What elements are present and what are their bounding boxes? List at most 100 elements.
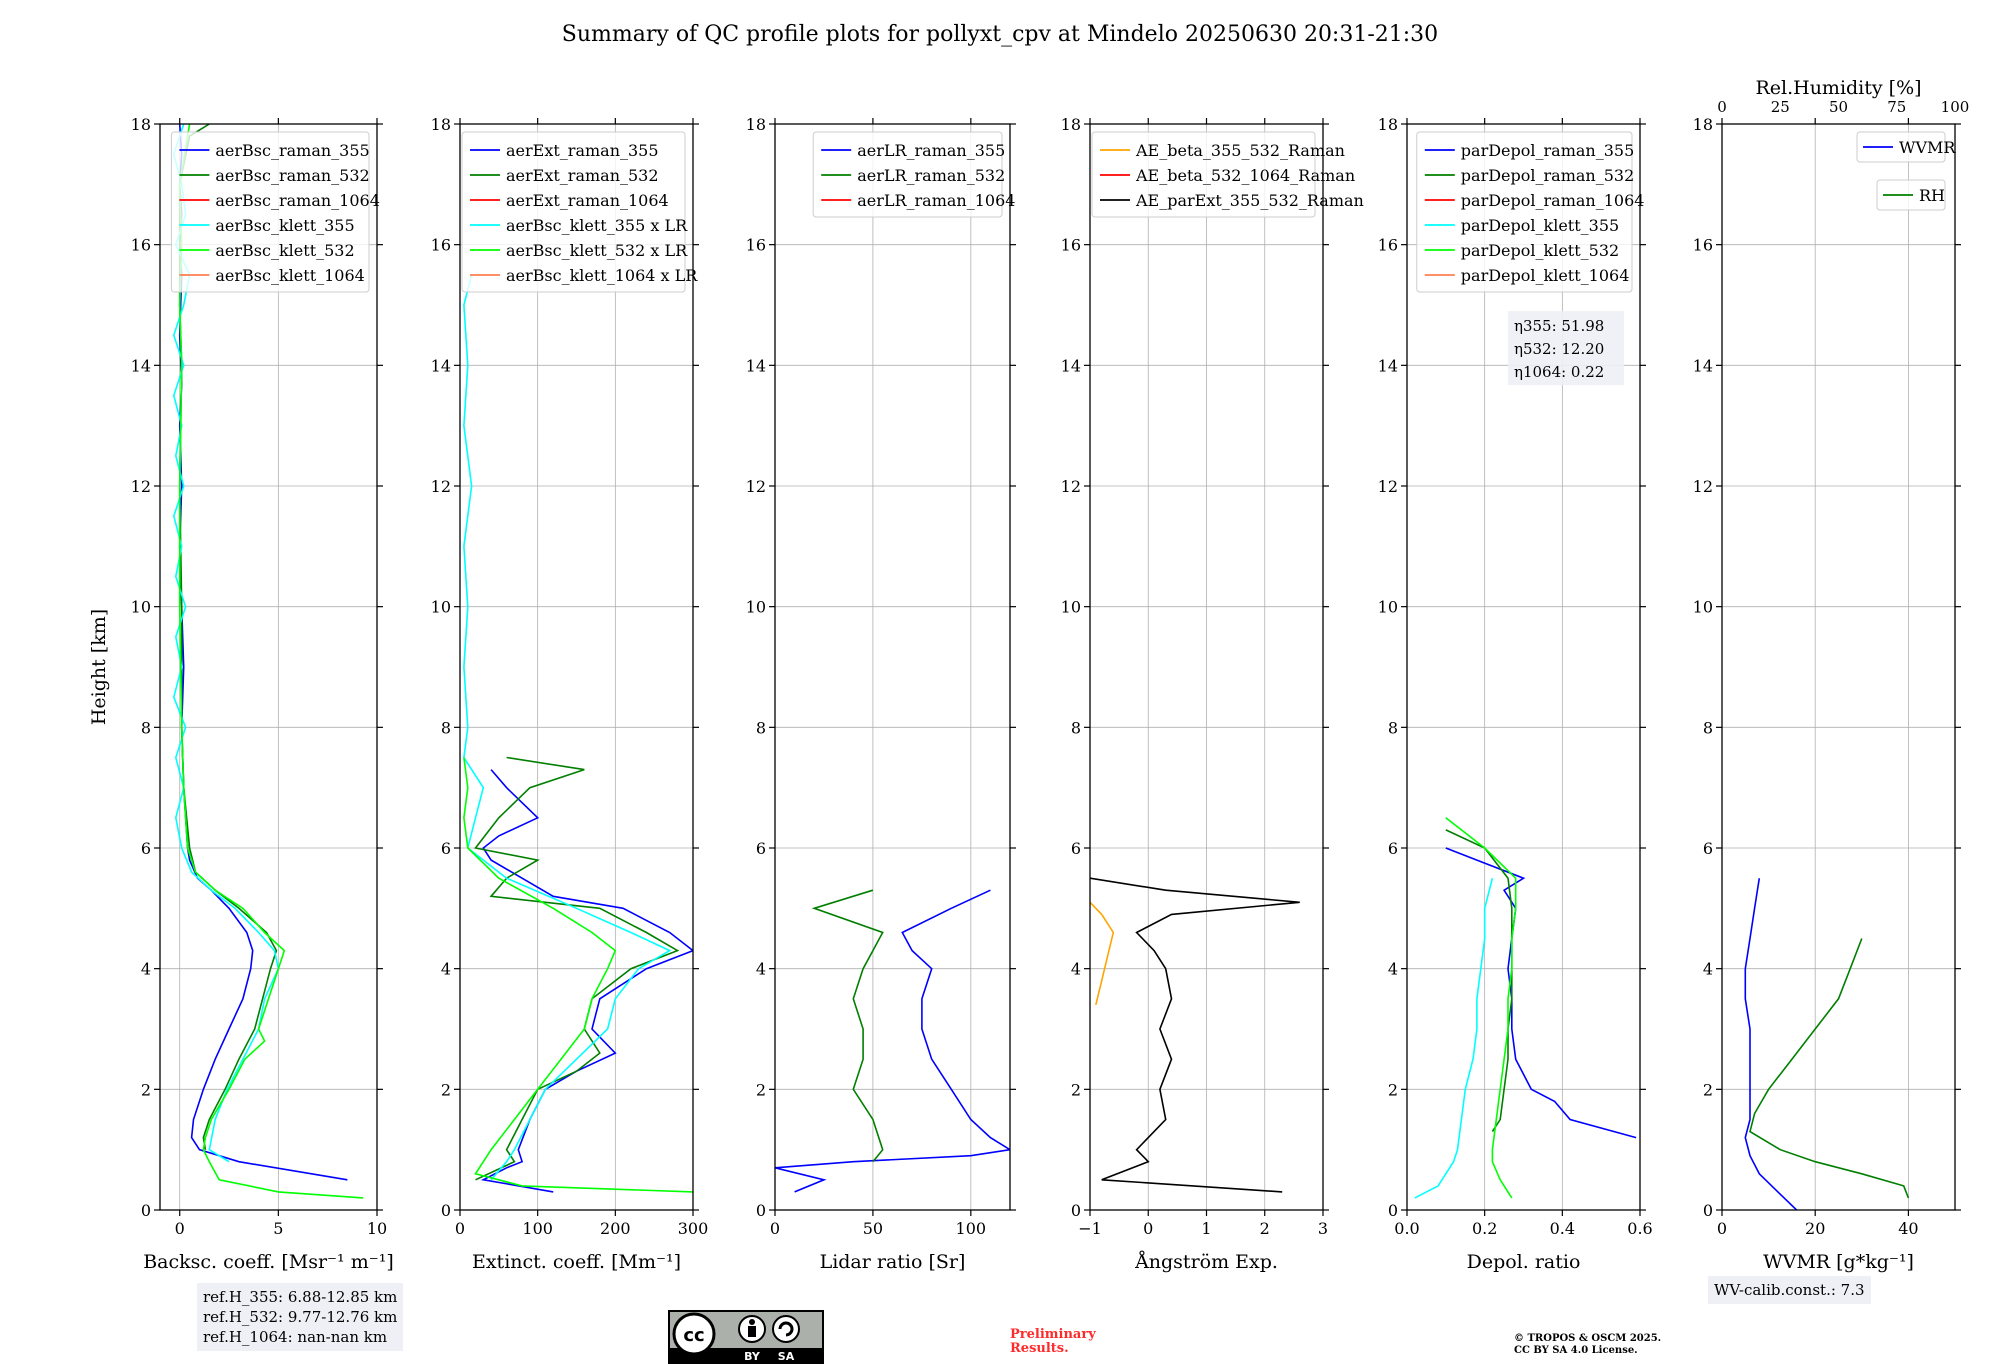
legend-label: aerBsc_klett_532	[215, 241, 354, 260]
legend-box	[170, 131, 370, 293]
series-line-aerlr-raman-355	[775, 889, 1010, 1193]
y-tick-label: 6	[1388, 839, 1398, 858]
y-tick-label: 8	[141, 718, 151, 737]
legend-label: aerBsc_raman_355	[215, 141, 369, 160]
x-tick-label: −1	[1078, 1219, 1102, 1238]
y-tick-label: 2	[441, 1080, 451, 1099]
annotation-eta: η355: 51.98	[1514, 317, 1604, 335]
x-axis-label: Lidar ratio [Sr]	[820, 1251, 966, 1273]
x-axis-label: Ångström Exp.	[1134, 1251, 1278, 1273]
y-tick-label: 16	[746, 236, 766, 255]
x-tick-label: 100	[956, 1219, 987, 1238]
legend-label: aerLR_raman_532	[857, 166, 1005, 185]
y-tick-label: 4	[756, 960, 766, 979]
y-tick-label: 2	[141, 1080, 151, 1099]
legend-label: aerExt_raman_1064	[506, 191, 669, 210]
legend-box	[812, 131, 1003, 218]
legend-label: AE_beta_355_532_Raman	[1135, 141, 1345, 160]
axes-frame	[774, 123, 1011, 1211]
legend-label: aerLR_raman_355	[857, 141, 1005, 160]
x-tick-label: 0.4	[1550, 1219, 1575, 1238]
panel-1: 0 2 4 6 8 10 12 14 16 18 0 5 10 Backsc. coeff. [Msr⁻¹…	[88, 115, 394, 1273]
series-line-aerlr-raman-532	[811, 889, 884, 1163]
x2-axis-label: Rel.Humidity [%]	[1755, 77, 1921, 99]
preliminary-note: Preliminary Results.	[1010, 1328, 1096, 1356]
legend-label: aerBsc_klett_355	[215, 216, 354, 235]
y-tick-label: 0	[1703, 1201, 1713, 1220]
y-tick-label: 16	[1061, 236, 1081, 255]
annotation-box	[1507, 311, 1624, 386]
annotation-eta: η1064: 0.22	[1514, 363, 1604, 381]
y-tick-label: 2	[1388, 1080, 1398, 1099]
series-line-aerbsc-klett-532-x-lr	[463, 757, 693, 1193]
y-tick-label: 10	[431, 598, 451, 617]
axes-frame	[1089, 123, 1324, 1211]
series-line-wvmr	[1744, 878, 1798, 1210]
series-group	[1414, 817, 1637, 1199]
y-tick-label: 18	[131, 115, 151, 134]
series-line-aerbsc-klett-532	[178, 124, 364, 1199]
y-tick-label: 14	[1061, 356, 1081, 375]
x-tick-label: 20	[1805, 1219, 1825, 1238]
y-tick-label: 6	[1703, 839, 1713, 858]
legend-label: AE_beta_532_1064_Raman	[1135, 166, 1355, 185]
y-tick-label: 6	[1071, 839, 1081, 858]
copyright-line-2: CC BY SA 4.0 License.	[1514, 1345, 1638, 1356]
y-tick-label: 6	[756, 839, 766, 858]
license-by-label: BY	[744, 1350, 761, 1363]
legend-box	[1416, 131, 1633, 293]
legend-label: parDepol_raman_1064	[1461, 191, 1645, 210]
x-tick-label: 0	[770, 1219, 780, 1238]
x2-tick-label: 0	[1717, 98, 1727, 116]
series-line-pardepol-klett-532	[1445, 817, 1517, 1199]
panel-2: 0 2 4 6 8 10 12 14 16 18 0 100 200 300 Extinct. coeff.…	[431, 115, 709, 1273]
x2-tick-label: 50	[1829, 98, 1848, 116]
x2-tick-label: 100	[1941, 98, 1970, 116]
x-axis-label: Depol. ratio	[1467, 1251, 1581, 1273]
preliminary-line-2: Results.	[1010, 1341, 1069, 1356]
y-tick-label: 14	[1693, 356, 1713, 375]
legend-box	[1091, 131, 1316, 218]
series-line-aerext-raman-355	[480, 769, 693, 1193]
x-tick-label: 5	[273, 1219, 283, 1238]
series-group	[775, 889, 1010, 1193]
series-line-rh	[1749, 938, 1910, 1199]
y-tick-label: 2	[756, 1080, 766, 1099]
y-tick-label: 12	[431, 477, 451, 496]
legend-box	[1856, 131, 1946, 163]
legend-label: aerBsc_raman_532	[215, 166, 369, 185]
legend-label: parDepol_klett_1064	[1461, 266, 1630, 285]
y-tick-label: 4	[141, 960, 151, 979]
y-tick-label: 10	[1061, 598, 1081, 617]
x-tick-label: 0.2	[1472, 1219, 1497, 1238]
y-tick-label: 14	[746, 356, 766, 375]
y-tick-label: 14	[1378, 356, 1398, 375]
ref-height-532: ref.H_532: 9.77-12.76 km	[203, 1308, 398, 1326]
y-tick-label: 0	[1071, 1201, 1081, 1220]
y-tick-label: 4	[1703, 960, 1713, 979]
y-tick-label: 10	[131, 598, 151, 617]
series-group	[463, 274, 693, 1193]
legend-label: parDepol_raman_532	[1461, 166, 1634, 185]
copyright-note: © TROPOS & OSCM 2025. CC BY SA 4.0 Licen…	[1514, 1333, 1661, 1357]
series-line-ae-parext-355-532-raman	[1090, 877, 1300, 1193]
x-tick-label: 3	[1318, 1219, 1328, 1238]
reference-height-box: ref.H_355: 6.88-12.85 km ref.H_532: 9.77…	[197, 1283, 404, 1351]
y-tick-label: 18	[1061, 115, 1081, 134]
y-tick-label: 12	[1061, 477, 1081, 496]
x-tick-label: 0	[1717, 1219, 1727, 1238]
ref-height-355: ref.H_355: 6.88-12.85 km	[203, 1288, 398, 1306]
x-axis-label: Backsc. coeff. [Msr⁻¹ m⁻¹]	[143, 1251, 394, 1273]
y-tick-label: 0	[1388, 1201, 1398, 1220]
series-line-aerbsc-klett-355-x-lr	[463, 274, 672, 1181]
legend-label: aerBsc_raman_1064	[215, 191, 380, 210]
y-tick-label: 16	[1378, 236, 1398, 255]
series-line-aerext-raman-532	[474, 756, 680, 1181]
legend-label: aerBsc_klett_532 x LR	[506, 241, 688, 260]
y-tick-label: 10	[746, 598, 766, 617]
x-tick-label: 1	[1201, 1219, 1211, 1238]
y-tick-label: 14	[431, 356, 451, 375]
y-tick-label: 2	[1071, 1080, 1081, 1099]
